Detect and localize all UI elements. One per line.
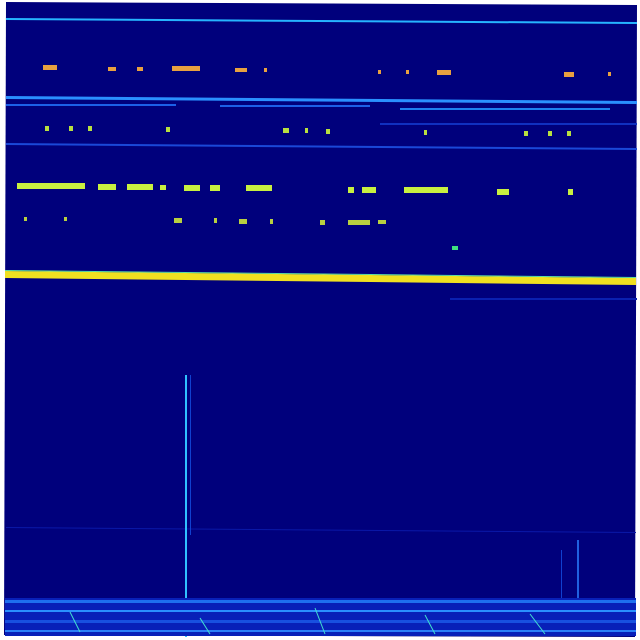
dash — [378, 70, 381, 74]
dash — [127, 184, 153, 190]
streak — [314, 607, 326, 635]
streak — [529, 613, 546, 635]
dash — [210, 185, 220, 191]
dash — [174, 218, 182, 223]
dash-row — [17, 183, 573, 195]
trace-line — [380, 123, 637, 125]
dash — [64, 217, 67, 221]
dash — [452, 246, 458, 250]
vertical-line — [185, 375, 187, 637]
streak — [424, 614, 436, 635]
dash — [608, 72, 611, 76]
dash — [98, 184, 116, 190]
dash — [437, 70, 451, 75]
dash-row — [43, 65, 611, 77]
dash — [326, 129, 330, 134]
field — [4, 2, 637, 637]
dash-row — [24, 217, 458, 250]
dash — [567, 131, 571, 136]
dash — [305, 128, 308, 133]
dash — [406, 70, 409, 74]
dash — [378, 220, 386, 224]
dash-row — [45, 126, 571, 136]
dash — [264, 68, 267, 72]
dash — [88, 126, 92, 131]
trace-line — [220, 105, 370, 107]
noise-streaks — [69, 607, 546, 635]
dash — [166, 127, 170, 132]
trace-line — [6, 143, 637, 150]
noise-band — [5, 630, 636, 632]
dash — [214, 218, 217, 223]
vertical-line — [561, 550, 562, 600]
dash — [45, 126, 49, 131]
trace-line — [6, 18, 637, 24]
streak — [199, 617, 211, 635]
band-edge — [5, 270, 636, 278]
dash — [172, 66, 200, 71]
trace-line — [450, 298, 637, 300]
dash — [283, 128, 289, 133]
dash — [108, 67, 116, 71]
dash — [404, 187, 448, 193]
dash — [246, 185, 272, 191]
dash — [17, 183, 85, 189]
dash — [184, 185, 200, 191]
streak — [69, 611, 81, 633]
dash — [320, 220, 325, 225]
dash — [24, 217, 27, 221]
band — [5, 271, 636, 285]
dash — [270, 219, 273, 224]
dash — [424, 130, 427, 135]
dash — [43, 65, 57, 70]
dash — [564, 72, 574, 77]
noise-band — [5, 600, 636, 603]
dash — [348, 187, 354, 193]
dash — [239, 219, 247, 224]
dash — [362, 187, 376, 193]
dash — [348, 220, 370, 225]
trace-line — [400, 108, 610, 110]
vertical-line — [577, 540, 579, 600]
dash — [69, 126, 73, 131]
trace-line — [6, 96, 637, 104]
dash — [548, 131, 552, 136]
trace-line — [6, 527, 636, 533]
dash — [235, 68, 247, 72]
dash — [160, 185, 166, 190]
dash — [137, 67, 143, 71]
dash — [524, 131, 528, 136]
noise-band — [5, 598, 636, 636]
vertical-line — [190, 375, 191, 535]
dash — [497, 189, 509, 195]
trace-line — [6, 104, 176, 106]
noise-band — [5, 610, 636, 612]
dash — [568, 189, 573, 195]
